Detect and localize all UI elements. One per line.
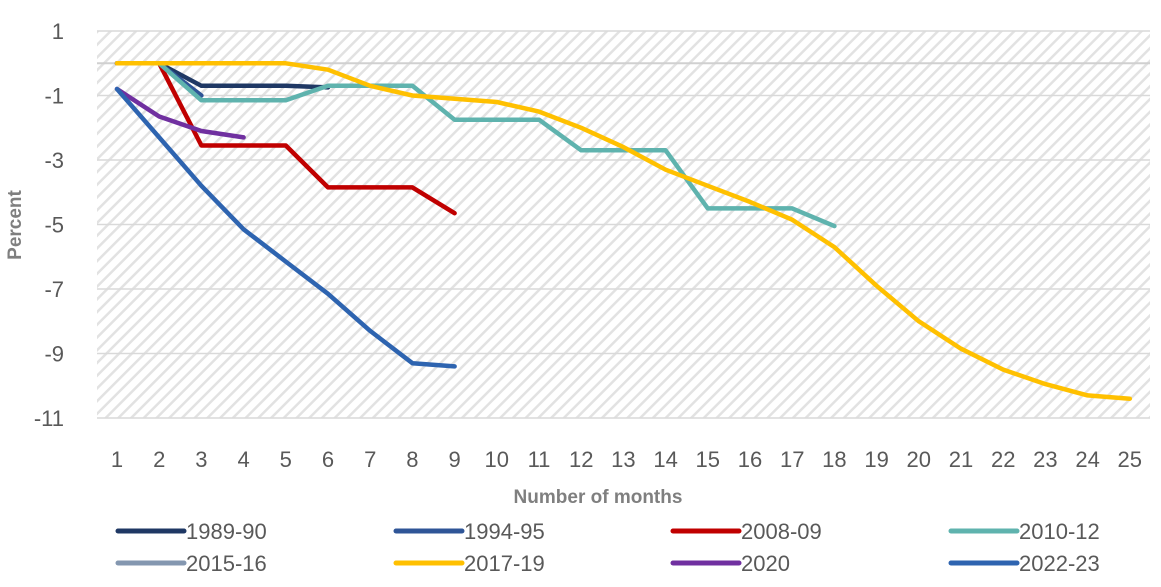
legend-item: 2015-16 <box>115 551 267 576</box>
x-tick-label: 10 <box>485 447 509 472</box>
legend-label: 2020 <box>741 551 790 576</box>
legend-item: 2020 <box>670 551 790 576</box>
x-tick-label: 21 <box>949 447 973 472</box>
x-axis-ticks: 1 2 3 4 5 6 7 8 9 10 11 12 13 14 15 16 17 18 19 20 21 22 23 24 2… <box>111 447 1142 472</box>
y-tick-label: -3 <box>44 148 64 173</box>
series-line-2022-23 <box>114 86 457 369</box>
x-tick-label: 11 <box>528 447 551 472</box>
y-tick-label: -11 <box>34 406 64 431</box>
x-tick-label: 4 <box>237 447 249 472</box>
legend-item: 1994-95 <box>393 519 545 544</box>
x-tick-label: 19 <box>864 447 888 472</box>
y-axis-ticks: 1 -1 -3 -5 -7 -9 -11 <box>34 19 64 431</box>
x-tick-label: 18 <box>822 447 846 472</box>
x-tick-label: 23 <box>1033 447 1057 472</box>
x-tick-label: 13 <box>611 447 635 472</box>
legend-label: 1994-95 <box>464 519 545 544</box>
x-tick-label: 3 <box>195 447 207 472</box>
legend-label: 2022-23 <box>1019 551 1100 576</box>
x-tick-label: 1 <box>111 447 123 472</box>
y-tick-label: -5 <box>44 213 64 238</box>
legend: 1989-90 1994-95 2008-09 2010-12 2015-16 2017-… <box>115 519 1100 576</box>
series-line-2017-19 <box>114 61 1133 401</box>
legend-item: 2008-09 <box>670 519 822 544</box>
y-tick-label: -1 <box>44 84 64 109</box>
legend-label: 2010-12 <box>1019 519 1100 544</box>
y-tick-label: -7 <box>44 277 64 302</box>
legend-item: 2017-19 <box>393 551 545 576</box>
legend-label: 2008-09 <box>741 519 822 544</box>
legend-item: 2022-23 <box>948 551 1100 576</box>
x-tick-label: 20 <box>907 447 931 472</box>
x-tick-label: 12 <box>569 447 593 472</box>
series-line-2010-12 <box>114 61 837 229</box>
legend-label: 2017-19 <box>464 551 545 576</box>
legend-label: 2015-16 <box>186 551 267 576</box>
x-axis-title: Number of months <box>514 487 683 508</box>
series-lines <box>114 61 1133 401</box>
legend-item: 2010-12 <box>948 519 1100 544</box>
legend-label: 1989-90 <box>186 519 267 544</box>
x-tick-label: 6 <box>322 447 334 472</box>
x-tick-label: 2 <box>153 447 165 472</box>
y-tick-label: 1 <box>52 19 64 44</box>
x-tick-label: 25 <box>1118 447 1142 472</box>
series-line-2020 <box>114 86 246 140</box>
y-tick-label: -9 <box>44 342 64 367</box>
x-tick-label: 7 <box>364 447 376 472</box>
x-tick-label: 14 <box>653 447 677 472</box>
series-line-2008-09 <box>114 61 457 216</box>
legend-item: 1989-90 <box>115 519 267 544</box>
x-tick-label: 8 <box>406 447 418 472</box>
x-tick-label: 5 <box>280 447 292 472</box>
x-tick-label: 24 <box>1075 447 1099 472</box>
x-tick-label: 15 <box>696 447 720 472</box>
x-tick-label: 22 <box>991 447 1015 472</box>
x-tick-label: 16 <box>738 447 762 472</box>
y-axis-title: Percent <box>5 189 26 259</box>
x-tick-label: 17 <box>780 447 804 472</box>
x-tick-label: 9 <box>448 447 460 472</box>
